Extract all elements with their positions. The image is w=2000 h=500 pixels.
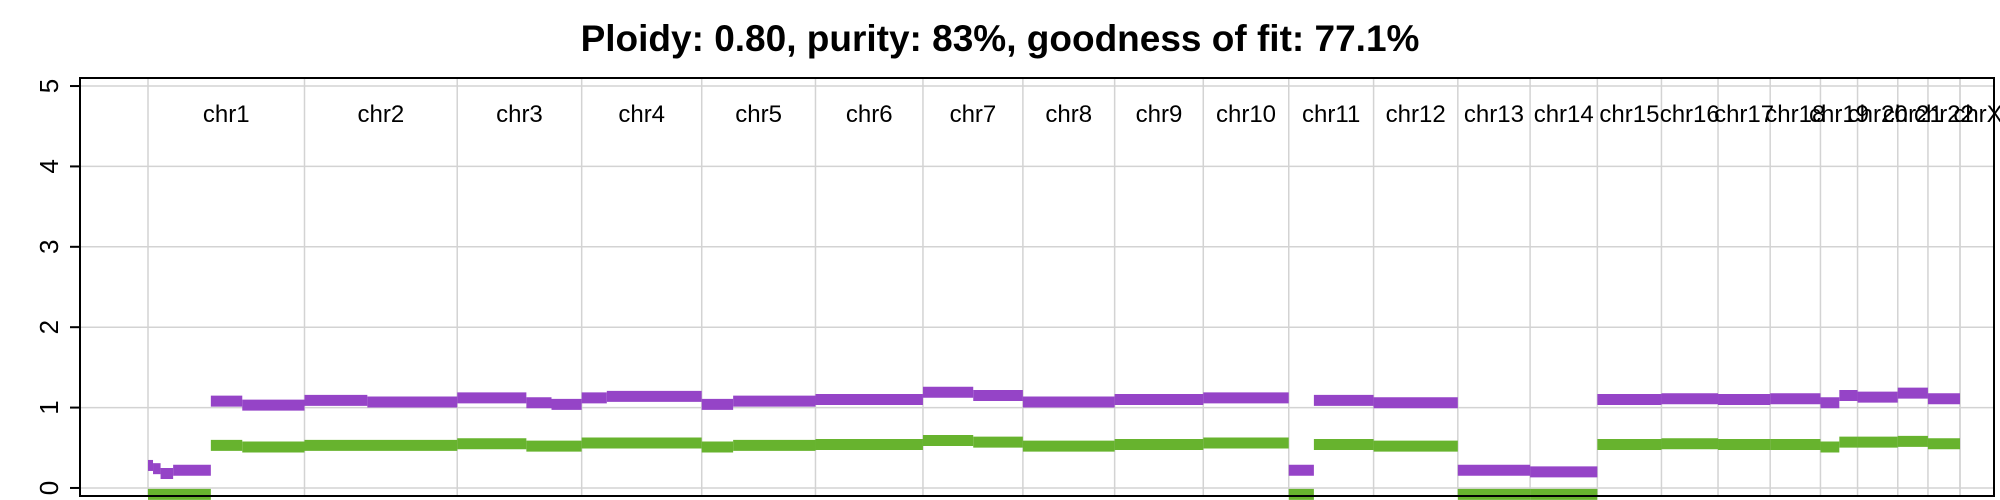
- chromosome-label: chr4: [618, 101, 665, 128]
- chromosome-label: chr3: [496, 101, 543, 128]
- copy-number-segments: [148, 386, 1960, 500]
- grid-lines: [80, 78, 1994, 496]
- chromosome-label: chr21: [1883, 101, 1943, 128]
- chromosome-label: chr10: [1216, 101, 1276, 128]
- chromosome-label: chr17: [1714, 101, 1774, 128]
- chromosome-label: chr19: [1809, 101, 1869, 128]
- chromosome-label: chrX: [1953, 101, 2000, 128]
- y-tick-label: 5: [34, 79, 64, 93]
- chromosome-label: chr6: [846, 101, 893, 128]
- y-axis: 0 1 2 3 4 5: [34, 79, 80, 495]
- chromosome-labels: chr1 chr2 chr3 chr4 chr5 chr6 chr7 chr8 chr9 chr1…: [203, 101, 2000, 128]
- chromosome-label: chr15: [1599, 101, 1659, 128]
- chromosome-label: chr18: [1765, 101, 1825, 128]
- chromosome-label: chr7: [950, 101, 997, 128]
- y-tick-label: 3: [34, 240, 64, 254]
- plot-frame: [79, 77, 1995, 497]
- chromosome-label: chr13: [1464, 101, 1524, 128]
- chromosome-label: chr16: [1660, 101, 1720, 128]
- y-tick-label: 4: [34, 159, 64, 173]
- chromosome-label: chr1: [203, 101, 250, 128]
- chromosome-label: chr12: [1386, 101, 1446, 128]
- chromosome-label: chr9: [1136, 101, 1183, 128]
- chromosome-label: chr8: [1045, 101, 1092, 128]
- chromosome-label: chr14: [1534, 101, 1594, 128]
- chromosome-label: chr22: [1914, 101, 1974, 128]
- y-tick-label: 1: [34, 400, 64, 414]
- chromosome-label: chr20: [1848, 101, 1908, 128]
- y-tick-label: 0: [34, 481, 64, 495]
- y-tick-label: 2: [34, 320, 64, 334]
- chromosome-label: chr11: [1302, 101, 1360, 128]
- chart-title: Ploidy: 0.80, purity: 83%, goodness of f…: [580, 18, 1420, 59]
- chromosome-label: chr5: [735, 101, 782, 128]
- chromosome-label: chr2: [358, 101, 405, 128]
